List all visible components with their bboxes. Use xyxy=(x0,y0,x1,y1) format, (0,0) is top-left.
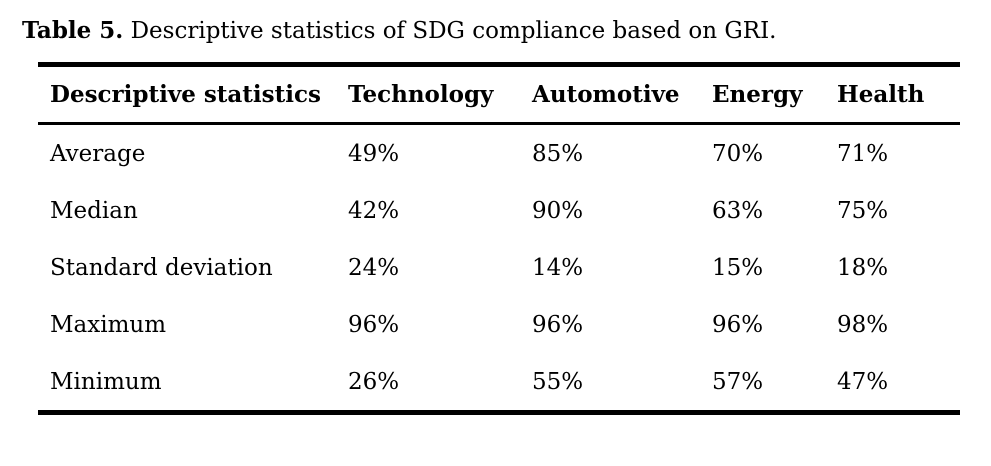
table-cell: 75% xyxy=(837,197,889,224)
table-row-minimum: Minimum 26% 55% 57% 47% xyxy=(38,353,960,413)
table-cell: 96% xyxy=(712,311,764,338)
table-cell: 96% xyxy=(532,311,584,338)
column-header-descriptive-statistics: Descriptive statistics xyxy=(38,64,348,125)
table-cell: 24% xyxy=(348,254,400,281)
table-cell: 90% xyxy=(532,197,584,224)
row-label: Average xyxy=(50,140,146,167)
column-header-energy: Energy xyxy=(712,64,837,125)
column-header-technology: Technology xyxy=(348,64,532,125)
caption-label: Table 5. xyxy=(22,17,124,44)
row-label: Maximum xyxy=(50,311,167,338)
table-cell: 26% xyxy=(348,368,400,395)
table-row-average: Average 49% 85% 70% 71% xyxy=(38,124,960,183)
table-cell: 98% xyxy=(837,311,889,338)
table-cell: 96% xyxy=(348,311,400,338)
statistics-table: Descriptive statistics Technology Automo… xyxy=(38,62,960,415)
caption-text: Descriptive statistics of SDG compliance… xyxy=(130,18,777,44)
table-cell: 57% xyxy=(712,368,764,395)
column-header-health: Health xyxy=(837,64,960,125)
row-label: Standard deviation xyxy=(50,254,273,281)
table-row-median: Median 42% 90% 63% 75% xyxy=(38,182,960,239)
table-cell: 42% xyxy=(348,197,400,224)
table-cell: 18% xyxy=(837,254,889,281)
page: Table 5. Descriptive statistics of SDG c… xyxy=(0,16,991,415)
table-cell: 15% xyxy=(712,254,764,281)
table-caption: Table 5. Descriptive statistics of SDG c… xyxy=(22,16,991,46)
table-cell: 63% xyxy=(712,197,764,224)
table-row-maximum: Maximum 96% 96% 96% 98% xyxy=(38,296,960,353)
table-cell: 47% xyxy=(837,368,889,395)
table-cell: 70% xyxy=(712,140,764,167)
column-header-automotive: Automotive xyxy=(532,64,712,125)
row-label: Minimum xyxy=(50,368,162,395)
table-cell: 49% xyxy=(348,140,400,167)
header-row: Descriptive statistics Technology Automo… xyxy=(38,64,960,125)
row-label: Median xyxy=(50,197,138,224)
table-cell: 71% xyxy=(837,140,889,167)
table-cell: 85% xyxy=(532,140,584,167)
table-cell: 14% xyxy=(532,254,584,281)
table-cell: 55% xyxy=(532,368,584,395)
table-row-standard-deviation: Standard deviation 24% 14% 15% 18% xyxy=(38,239,960,296)
